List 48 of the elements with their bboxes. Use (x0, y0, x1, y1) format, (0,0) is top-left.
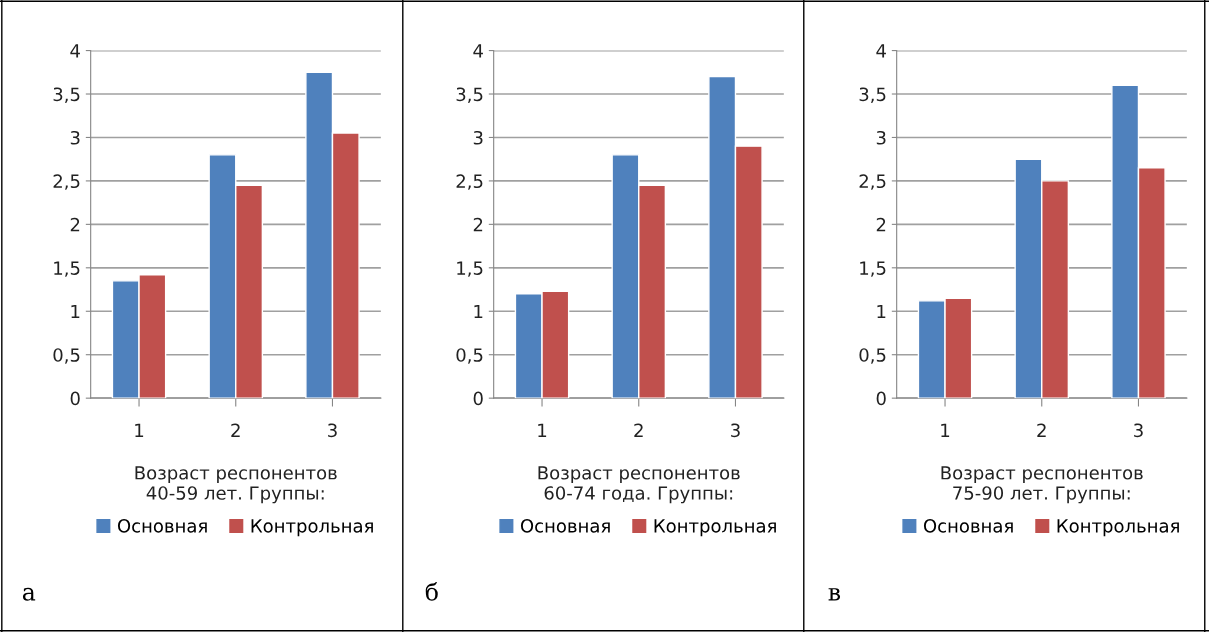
y-tick-label: 3 (70, 130, 80, 145)
y-tick-label: 0,5 (456, 348, 483, 364)
x-tick-label: 3 (328, 423, 337, 438)
y-tick-label: 1 (474, 304, 483, 319)
y-tick-label: 0 (473, 391, 483, 406)
y-tick-label: 1,5 (860, 261, 886, 277)
x-axis-title: Возраст респонентов 60-74 года. Группы: (538, 466, 740, 504)
y-tick-label: 1,5 (457, 261, 483, 277)
x-axis-title: Возраст респонентов 40-59 лет. Группы: (135, 466, 337, 504)
x-tick-label: 3 (731, 423, 740, 438)
y-tick-label: 3 (473, 130, 483, 145)
legend-label: Контрольная (654, 519, 776, 537)
y-tick-label: 4 (876, 44, 886, 58)
y-tick-label: 2 (473, 217, 483, 232)
legend-label: Основная (923, 519, 1013, 533)
y-tick-label: 3,5 (53, 87, 80, 103)
text: а (22, 587, 36, 601)
x-tick-label: 3 (1134, 423, 1143, 438)
x-tick-label: 2 (634, 423, 643, 437)
y-tick-label: 4 (70, 44, 80, 58)
x-tick-label: 2 (1037, 423, 1046, 437)
text: б (425, 582, 438, 601)
y-tick-label: 3,5 (456, 87, 483, 103)
y-tick-label: 1 (877, 304, 886, 319)
y-tick-label: 2 (876, 217, 886, 232)
x-tick-label: 1 (135, 423, 144, 437)
y-tick-label: 4 (473, 44, 483, 58)
y-tick-label: 0 (876, 391, 886, 406)
y-tick-label: 0 (70, 391, 80, 406)
y-tick-label: 2,5 (859, 174, 886, 190)
legend-label: Контрольная (1057, 519, 1179, 537)
x-tick-label: 1 (941, 423, 950, 437)
text: в (828, 588, 841, 601)
y-tick-label: 0,5 (53, 348, 80, 364)
y-tick-label: 3 (876, 130, 886, 145)
legend-label: Контрольная (251, 519, 373, 537)
x-tick-label: 2 (231, 423, 240, 437)
y-tick-label: 1,5 (54, 261, 80, 277)
y-tick-label: 0,5 (859, 348, 886, 364)
x-axis-title: Возраст респонентов 75-90 лет. Группы: (941, 466, 1143, 504)
y-tick-label: 2 (70, 217, 80, 232)
x-tick-label: 1 (538, 423, 547, 437)
y-tick-label: 1 (71, 304, 80, 319)
legend-label: Основная (520, 519, 610, 533)
y-tick-label: 2,5 (456, 174, 483, 190)
legend-label: Основная (117, 519, 207, 533)
y-tick-label: 3,5 (859, 87, 886, 103)
y-tick-label: 2,5 (53, 174, 80, 190)
